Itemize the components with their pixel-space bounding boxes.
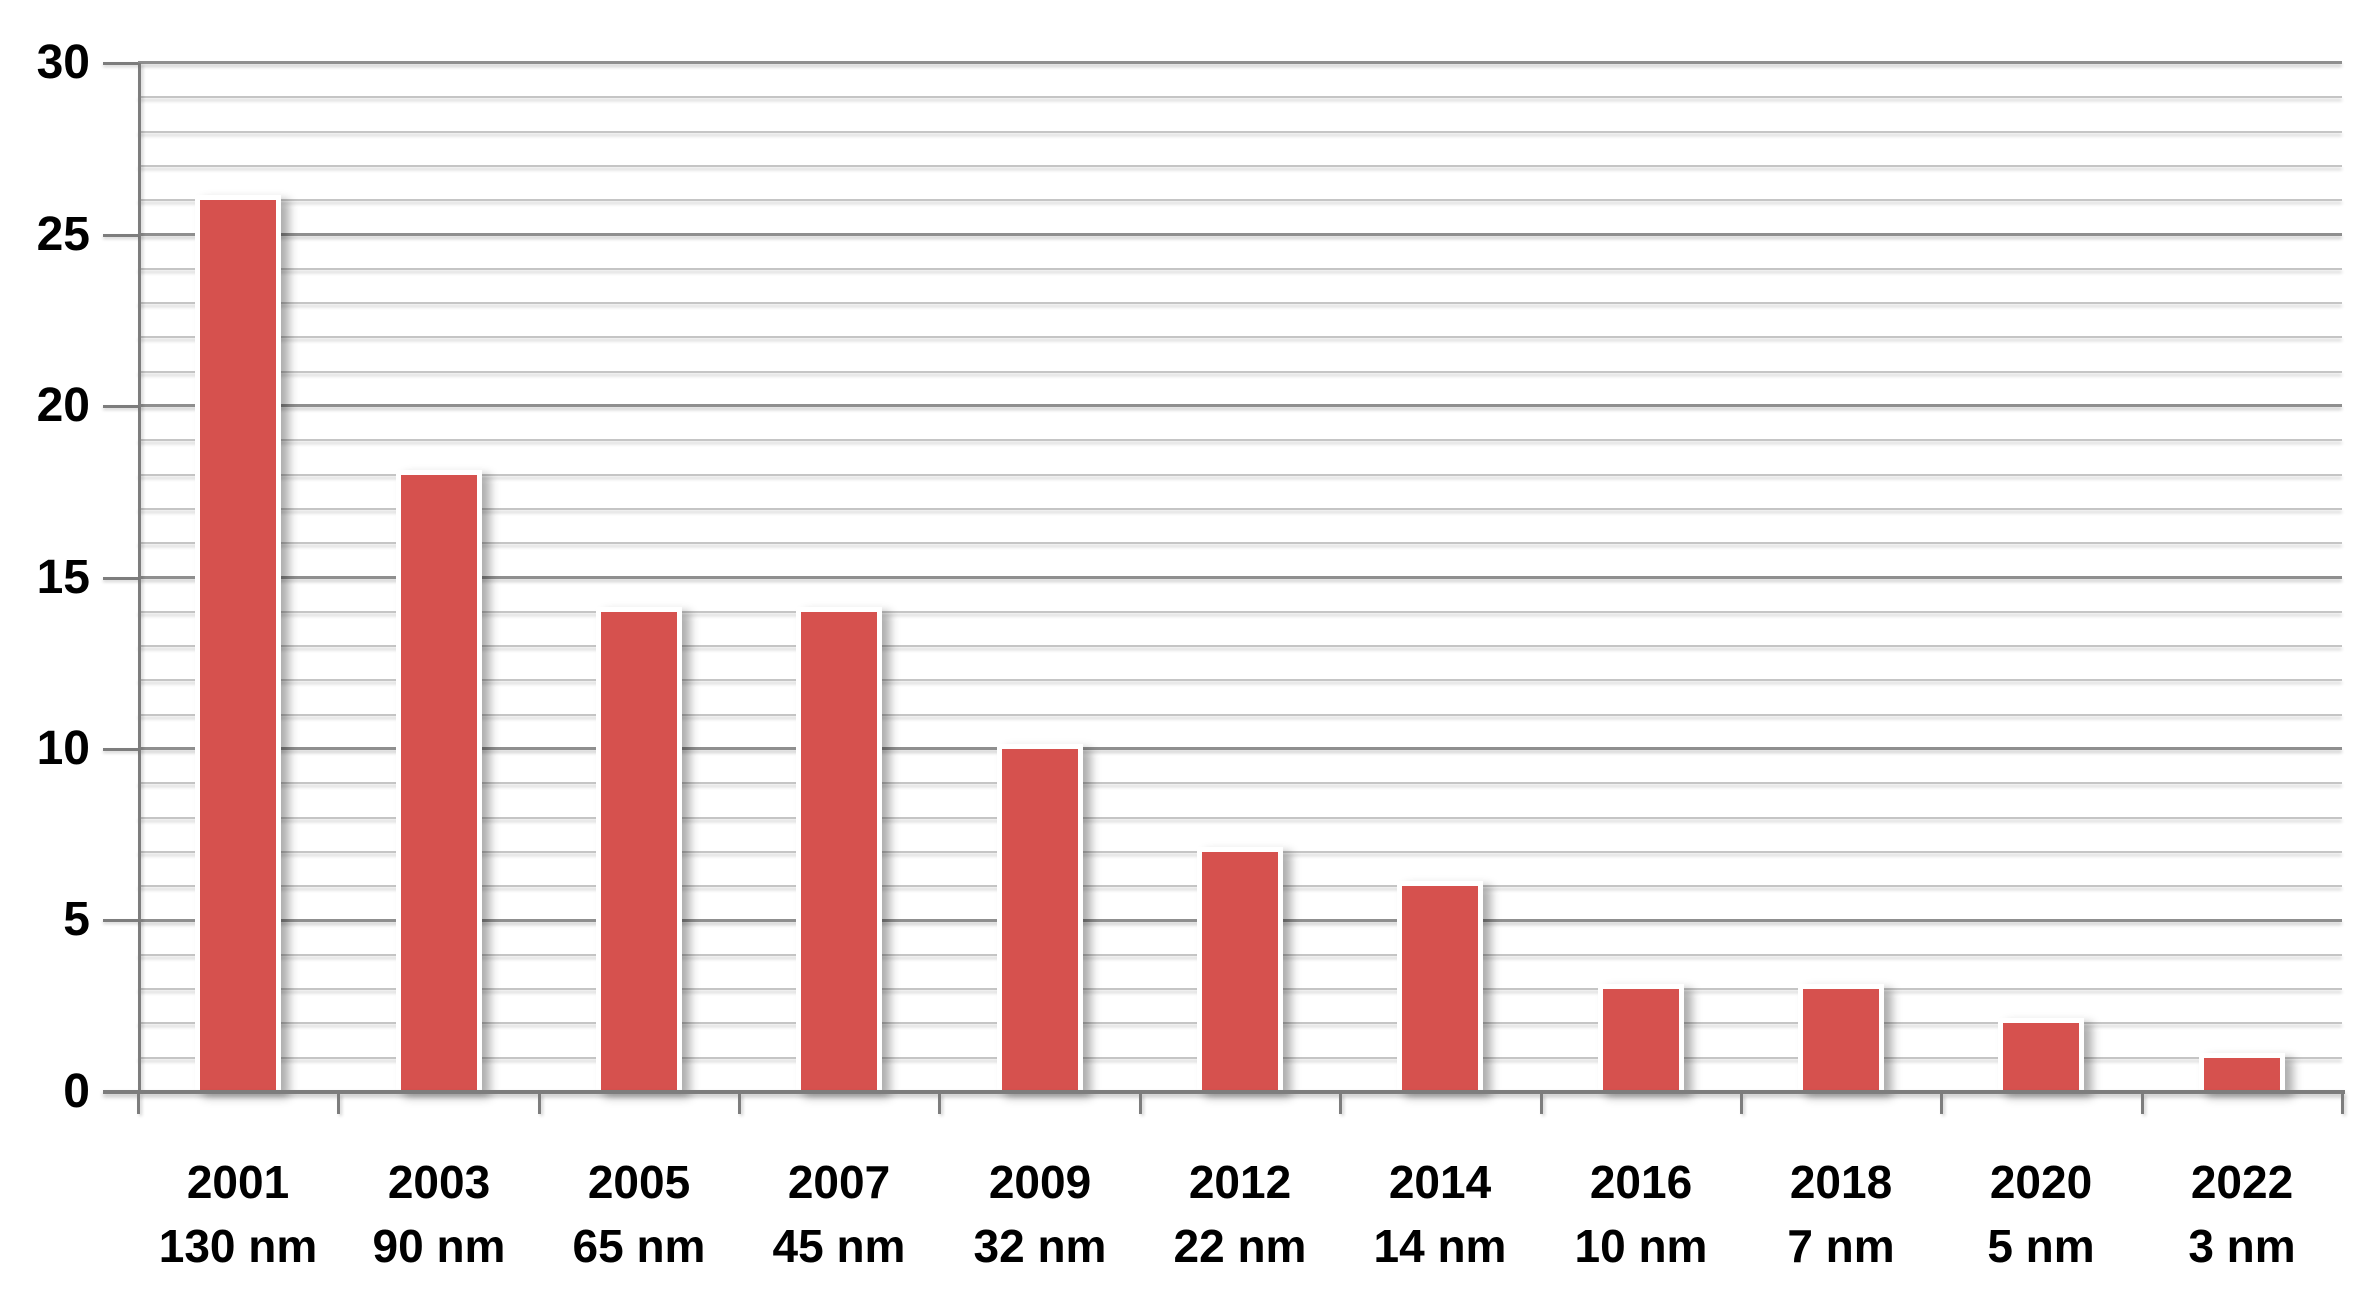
gridline-minor <box>138 542 2342 545</box>
gridline-major <box>138 575 2342 579</box>
x-axis-label-year: 2001 <box>186 1156 290 1208</box>
x-axis-label-year: 2020 <box>1989 1156 2093 1208</box>
gridline-minor <box>138 473 2342 476</box>
x-axis-label-node: 32 nm <box>973 1220 1107 1272</box>
gridline-minor <box>138 267 2342 270</box>
x-axis-label-year: 2018 <box>1789 1156 1893 1208</box>
x-axis-label: 2012 22 nm <box>1130 1150 1350 1278</box>
x-axis-tick <box>938 1094 941 1114</box>
gridline-minor <box>138 130 2342 133</box>
x-axis-label-node: 130 nm <box>158 1220 318 1272</box>
x-axis-label-node: 45 nm <box>772 1220 906 1272</box>
x-axis-tick <box>2141 1094 2144 1114</box>
x-axis-label: 2016 10 nm <box>1531 1150 1751 1278</box>
gridline-major <box>138 747 2342 750</box>
x-axis-label-year: 2005 <box>587 1156 691 1208</box>
y-axis-tick <box>103 919 138 922</box>
x-axis-label-year: 2007 <box>787 1156 891 1208</box>
gridline-minor <box>138 645 2342 648</box>
x-axis-label-node: 22 nm <box>1173 1220 1307 1272</box>
gridline-minor <box>138 439 2342 442</box>
y-axis-label: 5 <box>63 893 90 946</box>
gridline-minor <box>138 610 2342 613</box>
x-axis-tick <box>337 1094 340 1114</box>
x-axis-tick <box>1940 1094 1943 1114</box>
x-axis-label: 2009 32 nm <box>930 1150 1150 1278</box>
x-axis-tick <box>1740 1094 1743 1114</box>
bar-2001 <box>195 195 281 1092</box>
plot-area <box>138 61 2342 1092</box>
bar-2018 <box>1798 984 1884 1092</box>
y-axis <box>138 63 141 1092</box>
x-axis-label-node: 14 nm <box>1373 1220 1507 1272</box>
x-axis-label: 2018 7 nm <box>1731 1150 1951 1278</box>
gridline-minor <box>138 679 2342 682</box>
x-axis-tick <box>1339 1094 1342 1114</box>
y-axis-tick <box>103 62 138 65</box>
x-axis-label-year: 2009 <box>988 1156 1092 1208</box>
x-axis-label-node: 65 nm <box>572 1220 706 1272</box>
gridline-minor <box>138 816 2342 819</box>
x-axis <box>103 1090 2345 1094</box>
y-axis-label: 20 <box>36 379 90 432</box>
gridline-minor <box>138 336 2342 339</box>
gridline-major <box>138 404 2342 407</box>
gridline-minor <box>138 302 2342 305</box>
x-axis-label: 2020 5 nm <box>1931 1150 2151 1278</box>
bar-2012 <box>1197 847 1283 1092</box>
x-axis-label: 2022 3 nm <box>2132 1150 2352 1278</box>
x-axis-label-year: 2012 <box>1188 1156 1292 1208</box>
x-axis-label-node: 5 nm <box>1987 1220 2095 1272</box>
gridline-minor <box>138 782 2342 785</box>
y-axis-label: 0 <box>63 1065 90 1118</box>
x-axis-label: 2007 45 nm <box>729 1150 949 1278</box>
bar-2016 <box>1598 984 1684 1092</box>
y-axis-label: 30 <box>36 36 90 89</box>
y-axis-tick <box>103 748 138 751</box>
gridline-minor <box>138 164 2342 167</box>
x-axis-label-node: 90 nm <box>372 1220 506 1272</box>
gridline-minor <box>138 507 2342 510</box>
y-axis-label: 10 <box>36 722 90 775</box>
y-axis-label: 25 <box>36 208 90 261</box>
x-axis-label-year: 2016 <box>1589 1156 1693 1208</box>
x-axis-label-node: 3 nm <box>2188 1220 2296 1272</box>
bar-2005 <box>596 607 682 1092</box>
x-axis-label: 2001 130 nm <box>128 1150 348 1278</box>
gridline-minor <box>138 370 2342 373</box>
gridline-major <box>138 61 2342 64</box>
gridline-minor <box>138 713 2342 716</box>
x-axis-label: 2014 14 nm <box>1330 1150 1550 1278</box>
x-axis-label-year: 2003 <box>387 1156 491 1208</box>
x-axis-label-node: 7 nm <box>1787 1220 1895 1272</box>
gridline-minor <box>138 96 2342 99</box>
x-axis-tick <box>137 1094 140 1114</box>
y-axis-tick <box>103 234 138 237</box>
gridline-major <box>138 232 2342 236</box>
x-axis-tick <box>538 1094 541 1114</box>
bar-2007 <box>796 607 882 1092</box>
x-axis-label: 2005 65 nm <box>529 1150 749 1278</box>
y-axis-label: 15 <box>36 551 90 604</box>
x-axis-label-year: 2022 <box>2190 1156 2294 1208</box>
x-axis-label-node: 10 nm <box>1574 1220 1708 1272</box>
bar-2003 <box>396 470 482 1092</box>
x-axis-label: 2003 90 nm <box>329 1150 549 1278</box>
gridline-minor <box>138 199 2342 202</box>
x-axis-tick <box>1139 1094 1142 1114</box>
bar-2014 <box>1397 881 1483 1092</box>
bar-2022 <box>2199 1053 2285 1092</box>
y-axis-tick <box>103 405 138 408</box>
y-axis-tick <box>103 577 138 580</box>
x-axis-tick <box>738 1094 741 1114</box>
bar-2009 <box>997 744 1083 1092</box>
x-axis-label-year: 2014 <box>1388 1156 1492 1208</box>
bar-2020 <box>1998 1018 2084 1092</box>
x-axis-tick <box>2341 1094 2344 1114</box>
x-axis-tick <box>1540 1094 1543 1114</box>
